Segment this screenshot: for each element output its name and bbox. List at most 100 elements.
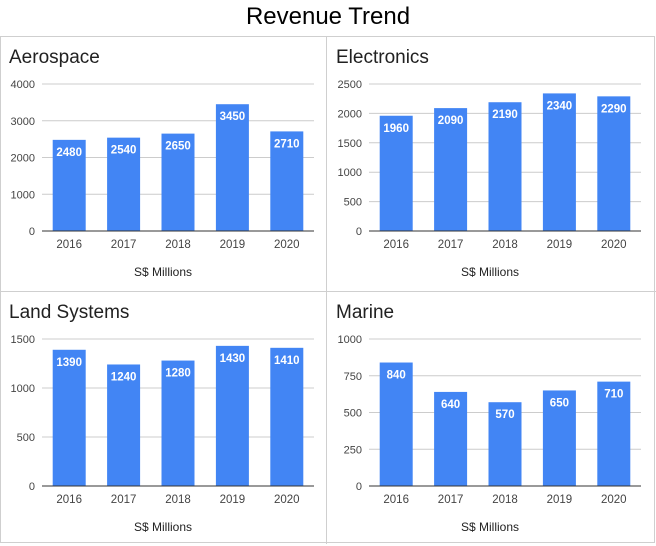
bar-value-label: 3450	[220, 111, 246, 123]
x-tick-label: 2016	[383, 494, 409, 506]
chart-panel-land-systems: 0 500 1000 1500 1390 2016 1240 2017 1280 2018 1430…	[0, 292, 326, 546]
x-tick-label: 2020	[601, 494, 627, 506]
bar-value-label: 1410	[274, 355, 300, 367]
bar-value-label: 570	[495, 409, 514, 421]
bar[interactable]	[434, 391, 468, 486]
x-tick-label: 2019	[547, 239, 573, 251]
bar[interactable]	[107, 137, 141, 231]
x-tick-label: 2018	[492, 494, 518, 506]
x-axis-label-marine: S$ Millions	[460, 520, 520, 534]
bar-value-label: 1240	[111, 371, 137, 383]
y-tick-label: 0	[29, 481, 35, 493]
bar-value-label: 840	[387, 370, 406, 382]
bar-value-label: 2650	[165, 141, 191, 153]
bar-value-label: 2190	[492, 109, 518, 121]
x-tick-label: 2020	[274, 494, 300, 506]
x-tick-label: 2020	[274, 239, 300, 251]
bar[interactable]	[161, 360, 195, 486]
x-tick-label: 2016	[383, 239, 409, 251]
chart-svg-land-systems: 0 500 1000 1500 1390 2016 1240 2017 1280 2018 1430…	[11, 334, 314, 506]
x-tick-label: 2018	[492, 239, 518, 251]
bar-value-label: 2290	[601, 103, 627, 115]
x-tick-label: 2018	[165, 494, 191, 506]
y-tick-label: 0	[29, 226, 35, 238]
x-axis-label-land-systems: S$ Millions	[133, 520, 193, 534]
x-tick-label: 2018	[165, 239, 191, 251]
y-tick-label: 500	[344, 197, 362, 209]
x-tick-label: 2019	[220, 239, 246, 251]
chart-title-land-systems: Land Systems	[9, 302, 130, 323]
bar-value-label: 640	[441, 399, 460, 411]
bar[interactable]	[597, 381, 631, 486]
y-tick-label: 500	[17, 432, 35, 444]
chart-panel-marine: 0 250 500 750 1000 840 2016 640 2017 570 2018 650 20…	[327, 292, 653, 546]
bar-value-label: 2710	[274, 138, 300, 150]
bar-value-label: 2090	[438, 115, 464, 127]
bar[interactable]	[161, 133, 195, 231]
bar[interactable]	[270, 347, 304, 486]
chart-panel-aerospace: 0 1000 2000 3000 4000 2480 2016 2540 2017 2650 201…	[0, 37, 326, 291]
bar[interactable]	[379, 115, 413, 231]
x-tick-label: 2019	[220, 494, 246, 506]
y-tick-label: 1000	[338, 167, 362, 179]
chart-svg-marine: 0 250 500 750 1000 840 2016 640 2017 570 2018 650 20…	[338, 334, 641, 506]
chart-title-electronics: Electronics	[336, 47, 429, 68]
horizontal-divider	[0, 291, 656, 292]
y-tick-label: 1500	[11, 334, 35, 346]
chart-grid-frame	[0, 36, 655, 543]
page-title: Revenue Trend	[245, 3, 411, 30]
x-tick-label: 2016	[56, 239, 82, 251]
x-tick-label: 2017	[111, 494, 137, 506]
y-tick-label: 500	[344, 408, 362, 420]
y-tick-label: 1000	[11, 189, 35, 201]
bar[interactable]	[52, 139, 86, 231]
chart-panel-electronics: 0 500 1000 1500 2000 2500 1960 2016 2090 2017 2190…	[327, 37, 653, 291]
bar-value-label: 2340	[547, 100, 573, 112]
x-tick-label: 2019	[547, 494, 573, 506]
bar[interactable]	[542, 93, 576, 231]
bar[interactable]	[52, 349, 86, 486]
bar-value-label: 2540	[111, 145, 137, 157]
bar[interactable]	[488, 102, 522, 231]
x-tick-label: 2017	[111, 239, 137, 251]
y-tick-label: 1500	[338, 138, 362, 150]
x-tick-label: 2020	[601, 239, 627, 251]
x-axis-label-aerospace: S$ Millions	[133, 265, 193, 279]
x-tick-label: 2017	[438, 494, 464, 506]
bar[interactable]	[215, 345, 249, 486]
y-tick-label: 3000	[11, 116, 35, 128]
x-tick-label: 2016	[56, 494, 82, 506]
bar[interactable]	[270, 131, 304, 231]
bar[interactable]	[215, 104, 249, 231]
y-tick-label: 250	[344, 444, 362, 456]
y-tick-label: 750	[344, 371, 362, 383]
y-tick-label: 4000	[11, 79, 35, 91]
bar-value-label: 1960	[383, 123, 409, 135]
bar[interactable]	[107, 364, 141, 486]
bar[interactable]	[379, 362, 413, 486]
y-tick-label: 0	[356, 481, 362, 493]
bar-value-label: 650	[550, 397, 569, 409]
chart-svg-aerospace: 0 1000 2000 3000 4000 2480 2016 2540 2017 2650 201…	[11, 79, 314, 251]
bar[interactable]	[488, 402, 522, 486]
bar-value-label: 1430	[220, 353, 246, 365]
y-tick-label: 2500	[338, 79, 362, 91]
y-tick-label: 2000	[11, 153, 35, 165]
bar[interactable]	[542, 390, 576, 486]
y-tick-label: 0	[356, 226, 362, 238]
y-tick-label: 1000	[11, 383, 35, 395]
chart-svg-electronics: 0 500 1000 1500 2000 2500 1960 2016 2090 2017 2190…	[338, 79, 641, 251]
bar-value-label: 1280	[165, 368, 191, 380]
y-tick-label: 1000	[338, 334, 362, 346]
x-axis-label-electronics: S$ Millions	[460, 265, 520, 279]
y-tick-label: 2000	[338, 108, 362, 120]
bar-value-label: 710	[604, 389, 623, 401]
x-tick-label: 2017	[438, 239, 464, 251]
bar[interactable]	[597, 96, 631, 232]
bar-value-label: 1390	[56, 357, 82, 369]
chart-title-aerospace: Aerospace	[9, 47, 100, 68]
bar-value-label: 2480	[56, 147, 82, 159]
vertical-divider	[326, 36, 327, 544]
bar[interactable]	[434, 108, 468, 231]
chart-title-marine: Marine	[336, 302, 395, 323]
